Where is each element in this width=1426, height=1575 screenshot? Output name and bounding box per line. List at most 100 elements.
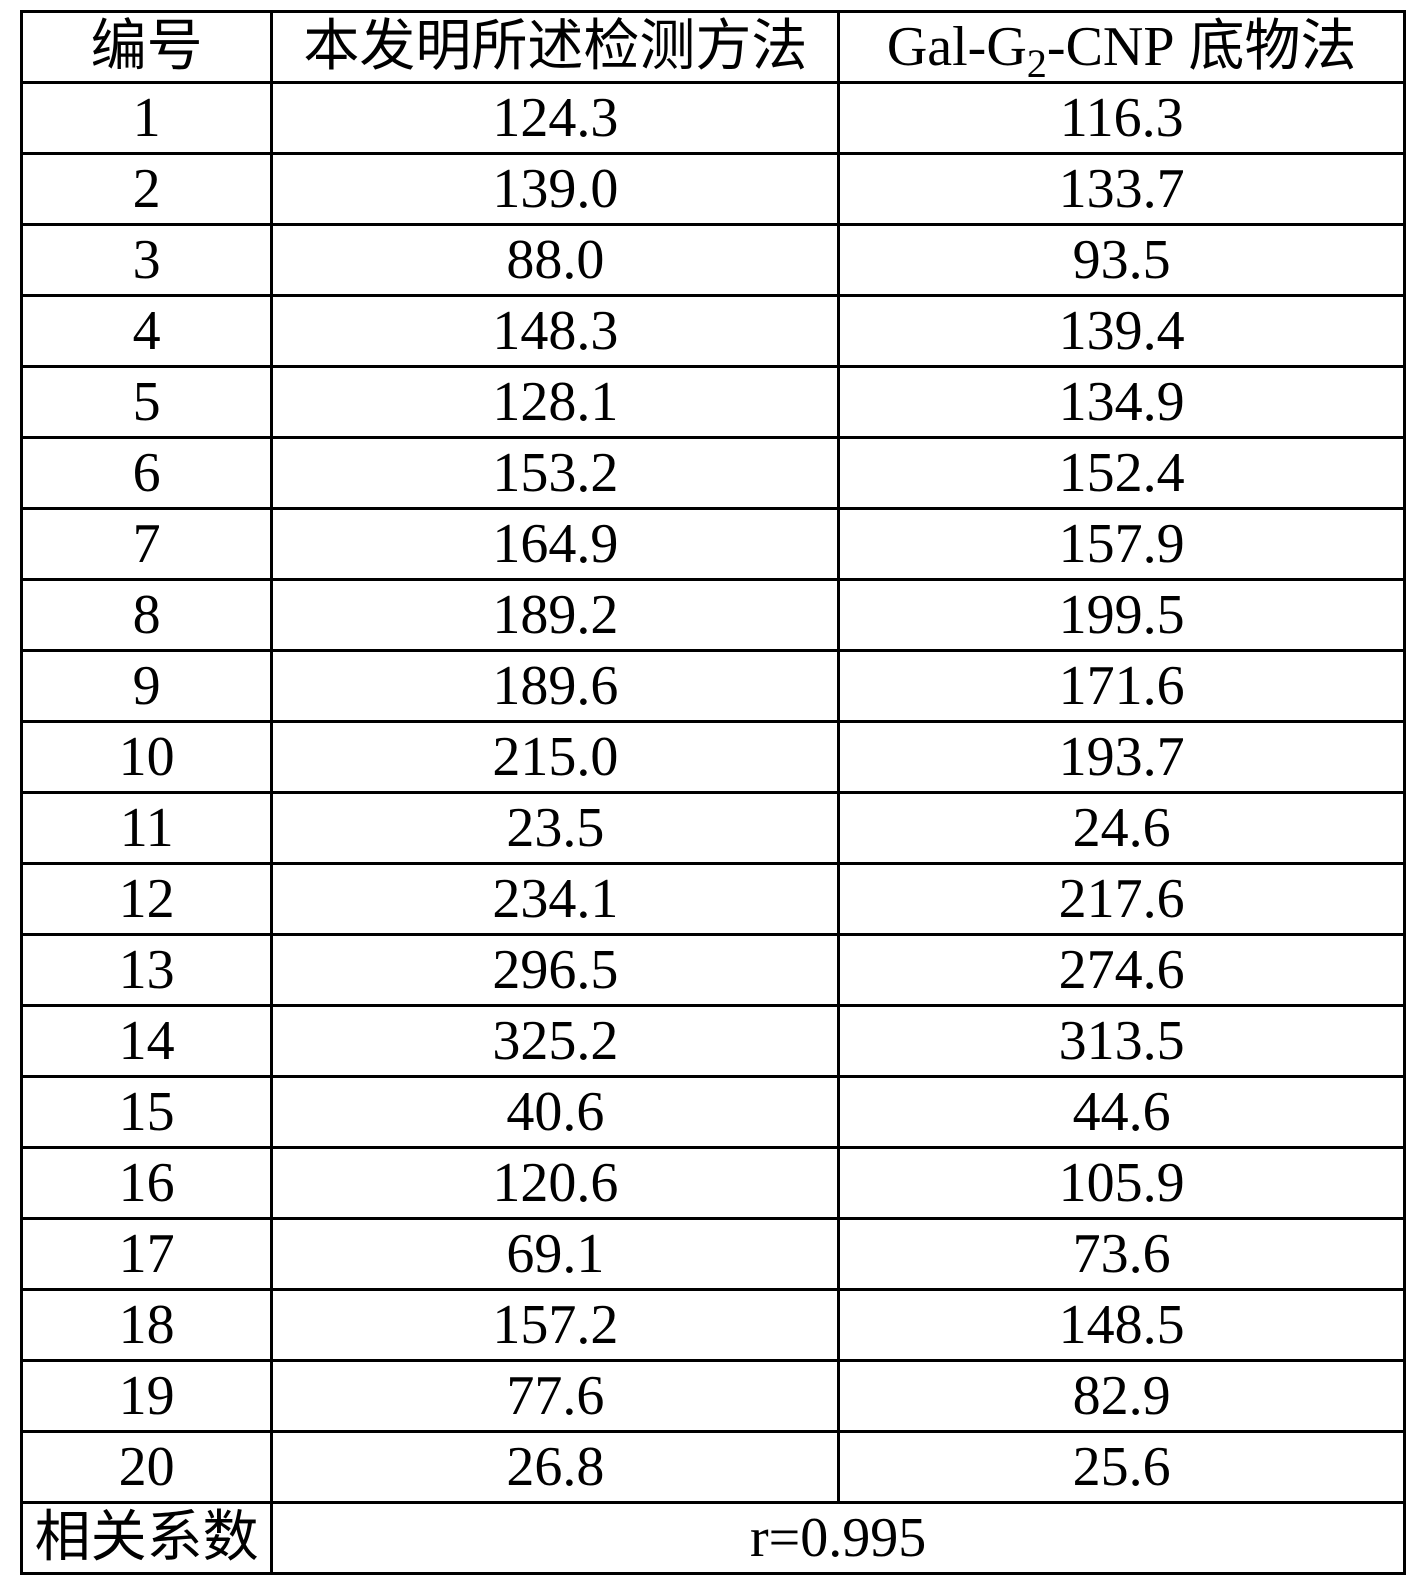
footer-value: r=0.995 bbox=[750, 1507, 926, 1569]
cell-galg2cnp: 199.5 bbox=[839, 580, 1405, 651]
cell-method-text: 164.9 bbox=[492, 513, 618, 575]
table-row: 9 189.6171.6 bbox=[22, 651, 1405, 722]
table-body: 1124.3116.32139.0133.7388.093.54148.3139… bbox=[22, 83, 1405, 1503]
table-row: 3 88.0 93.5 bbox=[22, 225, 1405, 296]
cell-id-text: 2 bbox=[133, 158, 161, 220]
cell-id: 14 bbox=[22, 1006, 272, 1077]
col3-suffix: 底物法 bbox=[1189, 16, 1357, 78]
cell-id-text: 3 bbox=[133, 229, 161, 291]
cell-galg2cnp: 134.9 bbox=[839, 367, 1405, 438]
cell-method: 189.6 bbox=[272, 651, 839, 722]
table-footer-row: 相关系数 r=0.995 bbox=[22, 1503, 1405, 1574]
cell-id: 1 bbox=[22, 83, 272, 154]
cell-galg2cnp: 313.5 bbox=[839, 1006, 1405, 1077]
cell-galg2cnp-text: 157.9 bbox=[1059, 513, 1185, 575]
cell-method: 234.1 bbox=[272, 864, 839, 935]
cell-method: 215.0 bbox=[272, 722, 839, 793]
col-header-method: 本发明所述检测方法 bbox=[272, 12, 839, 83]
cell-id: 17 bbox=[22, 1219, 272, 1290]
table-row: 10 215.0 193.7 bbox=[22, 722, 1405, 793]
table-row: 12 234.1 217.6 bbox=[22, 864, 1405, 935]
table-row: 17 69.173.6 bbox=[22, 1219, 1405, 1290]
cell-galg2cnp: 116.3 bbox=[839, 83, 1405, 154]
cell-method: 77.6 bbox=[272, 1361, 839, 1432]
cell-method: 88.0 bbox=[272, 225, 839, 296]
cell-method-text: 40.6 bbox=[506, 1081, 604, 1143]
cell-method: 26.8 bbox=[272, 1432, 839, 1503]
cell-galg2cnp: 193.7 bbox=[839, 722, 1405, 793]
cell-galg2cnp: 157.9 bbox=[839, 509, 1405, 580]
cell-method-text: 153.2 bbox=[492, 442, 618, 504]
col-header-method-text: 本发明所述检测方法 bbox=[303, 16, 807, 78]
cell-method: 148.3 bbox=[272, 296, 839, 367]
cell-galg2cnp-text: 24.6 bbox=[1073, 797, 1171, 859]
cell-id: 16 bbox=[22, 1148, 272, 1219]
cell-method: 325.2 bbox=[272, 1006, 839, 1077]
cell-id: 18 bbox=[22, 1290, 272, 1361]
cell-id: 10 bbox=[22, 722, 272, 793]
cell-galg2cnp: 148.5 bbox=[839, 1290, 1405, 1361]
footer-label-cell: 相关系数 bbox=[22, 1503, 272, 1574]
cell-method: 296.5 bbox=[272, 935, 839, 1006]
col3-mid: -CNP bbox=[1047, 16, 1175, 78]
cell-id-text: 4 bbox=[133, 300, 161, 362]
cell-galg2cnp: 139.4 bbox=[839, 296, 1405, 367]
cell-galg2cnp: 105.9 bbox=[839, 1148, 1405, 1219]
table-row: 19 77.6 82.9 bbox=[22, 1361, 1405, 1432]
cell-id-text: 14 bbox=[119, 1010, 175, 1072]
cell-galg2cnp-text: 199.5 bbox=[1059, 584, 1185, 646]
cell-method: 139.0 bbox=[272, 154, 839, 225]
cell-id-text: 17 bbox=[119, 1223, 175, 1285]
cell-galg2cnp: 24.6 bbox=[839, 793, 1405, 864]
cell-method: 23.5 bbox=[272, 793, 839, 864]
cell-id: 6 bbox=[22, 438, 272, 509]
cell-id-text: 6 bbox=[133, 442, 161, 504]
cell-id-text: 7 bbox=[133, 513, 161, 575]
table-row: 13296.5274.6 bbox=[22, 935, 1405, 1006]
cell-id: 19 bbox=[22, 1361, 272, 1432]
cell-method-text: 189.2 bbox=[492, 584, 618, 646]
col-header-galg2cnp: Gal-G2-CNP 底物法 bbox=[839, 12, 1405, 83]
table-row: 14 325.2 313.5 bbox=[22, 1006, 1405, 1077]
cell-id: 9 bbox=[22, 651, 272, 722]
cell-galg2cnp: 73.6 bbox=[839, 1219, 1405, 1290]
cell-galg2cnp: 171.6 bbox=[839, 651, 1405, 722]
cell-galg2cnp-text: 25.6 bbox=[1073, 1436, 1171, 1498]
table-row: 6 153.2 152.4 bbox=[22, 438, 1405, 509]
cell-galg2cnp-text: 93.5 bbox=[1073, 229, 1171, 291]
cell-id: 3 bbox=[22, 225, 272, 296]
cell-method-text: 234.1 bbox=[492, 868, 618, 930]
cell-method: 40.6 bbox=[272, 1077, 839, 1148]
cell-galg2cnp-text: 152.4 bbox=[1059, 442, 1185, 504]
cell-galg2cnp-text: 313.5 bbox=[1059, 1010, 1185, 1072]
cell-galg2cnp-text: 82.9 bbox=[1073, 1365, 1171, 1427]
cell-galg2cnp: 217.6 bbox=[839, 864, 1405, 935]
cell-method: 69.1 bbox=[272, 1219, 839, 1290]
table-row: 1540.644.6 bbox=[22, 1077, 1405, 1148]
cell-galg2cnp-text: 44.6 bbox=[1073, 1081, 1171, 1143]
cell-method-text: 26.8 bbox=[506, 1436, 604, 1498]
cell-id-text: 11 bbox=[120, 797, 174, 859]
cell-id-text: 8 bbox=[133, 584, 161, 646]
cell-id-text: 18 bbox=[119, 1294, 175, 1356]
cell-method-text: 124.3 bbox=[492, 87, 618, 149]
table-header-row: 编号 本发明所述检测方法 Gal-G2-CNP 底物法 bbox=[22, 12, 1405, 83]
cell-galg2cnp-text: 134.9 bbox=[1059, 371, 1185, 433]
cell-method: 157.2 bbox=[272, 1290, 839, 1361]
footer-value-cell: r=0.995 bbox=[272, 1503, 1405, 1574]
cell-method-text: 215.0 bbox=[492, 726, 618, 788]
cell-id: 12 bbox=[22, 864, 272, 935]
cell-id-text: 9 bbox=[133, 655, 161, 717]
cell-id-text: 5 bbox=[133, 371, 161, 433]
cell-id-text: 16 bbox=[119, 1152, 175, 1214]
comparison-table: 编号 本发明所述检测方法 Gal-G2-CNP 底物法 1 124.3 116.3 2… bbox=[20, 10, 1406, 1575]
cell-method-text: 77.6 bbox=[506, 1365, 604, 1427]
table-row: 4 148.3 139.4 bbox=[22, 296, 1405, 367]
cell-id-text: 19 bbox=[119, 1365, 175, 1427]
cell-galg2cnp: 152.4 bbox=[839, 438, 1405, 509]
cell-method-text: 139.0 bbox=[492, 158, 618, 220]
cell-galg2cnp-text: 139.4 bbox=[1059, 300, 1185, 362]
cell-galg2cnp-text: 148.5 bbox=[1059, 1294, 1185, 1356]
cell-id: 13 bbox=[22, 935, 272, 1006]
cell-method-text: 157.2 bbox=[492, 1294, 618, 1356]
